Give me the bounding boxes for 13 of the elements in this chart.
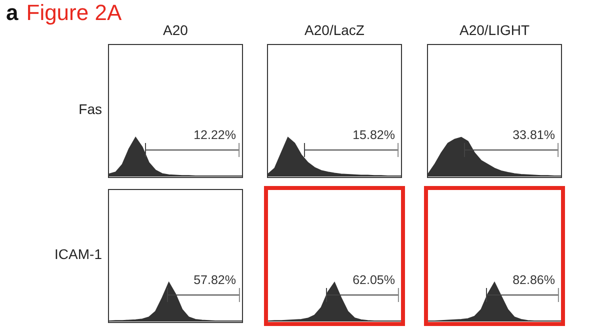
chart-title: A20/LIGHT — [458, 22, 531, 38]
annotation: 57.82% — [194, 272, 236, 287]
annotation: 82.86% — [512, 272, 555, 287]
annotation: 33.81% — [512, 128, 555, 142]
annotation: 15.82% — [352, 128, 395, 142]
annotation: 62.05% — [352, 272, 395, 287]
text: a — [6, 0, 18, 25]
y-axis-title: ICAM-1 — [54, 246, 102, 262]
chart-title: A20 — [163, 22, 188, 38]
caption: Figure 2A — [26, 0, 122, 25]
annotation: 12.22% — [194, 128, 236, 142]
chart-title: A20/LacZ — [304, 22, 366, 38]
y-axis-title: Fas — [78, 101, 102, 117]
